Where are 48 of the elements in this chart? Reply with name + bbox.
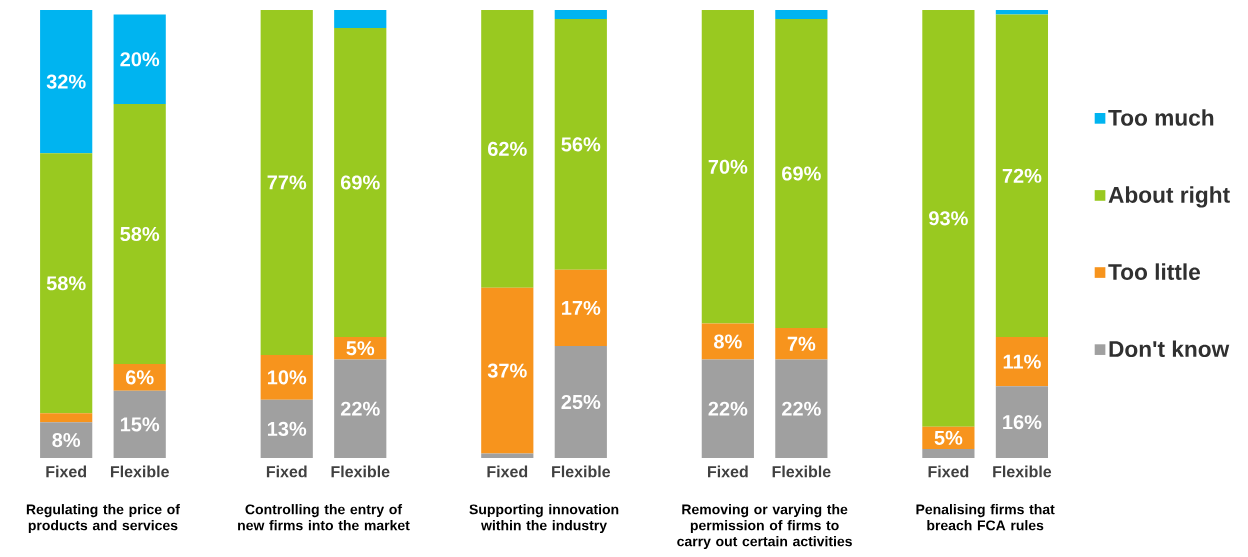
- data-label: 15%: [120, 417, 160, 432]
- data-label: 17%: [562, 301, 601, 316]
- x-tick-label: Flexible: [331, 465, 390, 478]
- legend-label: Don't know: [1109, 340, 1230, 358]
- data-label: 22%: [708, 401, 748, 416]
- x-tick-label: Fixed: [487, 465, 528, 478]
- data-label: 69%: [782, 166, 821, 181]
- data-label: 8%: [52, 433, 81, 448]
- data-label: 16%: [1003, 415, 1042, 430]
- data-label: 56%: [561, 137, 601, 152]
- x-tick-label: Fixed: [928, 465, 969, 478]
- legend-label: Too little: [1108, 263, 1201, 281]
- data-label: 10%: [267, 370, 307, 385]
- x-tick-label: Fixed: [266, 465, 307, 478]
- x-tick-label: Fixed: [46, 465, 87, 478]
- data-label: 62%: [488, 141, 527, 157]
- text: Removing or varying the permission of firms to carry out certain activities: [677, 504, 852, 550]
- data-label: 20%: [120, 52, 160, 67]
- data-label: 93%: [929, 211, 968, 226]
- data-label: 69%: [340, 175, 380, 190]
- legend-label: Too much: [1108, 109, 1214, 126]
- data-label: 77%: [267, 175, 307, 190]
- data-label: 37%: [487, 363, 527, 378]
- x-tick-label: Flexible: [110, 465, 169, 478]
- text: Penalising firms that breach FCA rules: [916, 504, 1055, 531]
- text: Supporting innovation within the industry: [469, 504, 619, 534]
- data-label: 70%: [708, 159, 748, 175]
- x-tick-label: Flexible: [772, 465, 831, 478]
- data-label: 7%: [787, 336, 816, 351]
- data-label: 32%: [46, 74, 86, 89]
- legend-label: About right: [1108, 186, 1230, 208]
- data-label: 72%: [1002, 168, 1042, 183]
- x-tick-label: Fixed: [708, 465, 748, 478]
- data-label: 22%: [782, 401, 821, 416]
- data-label: 22%: [340, 401, 380, 416]
- data-label: 5%: [346, 341, 375, 356]
- x-tick-label: Flexible: [552, 465, 611, 478]
- data-label: 6%: [125, 370, 154, 385]
- data-label: 13%: [267, 421, 307, 437]
- data-label: 58%: [46, 276, 86, 291]
- text: Controlling the entry of new firms into the market: [238, 504, 410, 531]
- data-label: 5%: [934, 430, 963, 446]
- data-label: 11%: [1003, 354, 1041, 369]
- data-label: 58%: [120, 227, 160, 242]
- x-tick-label: Flexible: [993, 465, 1052, 478]
- text: Regulating the price of products and services: [26, 504, 180, 534]
- data-label: 25%: [561, 395, 601, 410]
- data-label: 8%: [714, 334, 742, 349]
